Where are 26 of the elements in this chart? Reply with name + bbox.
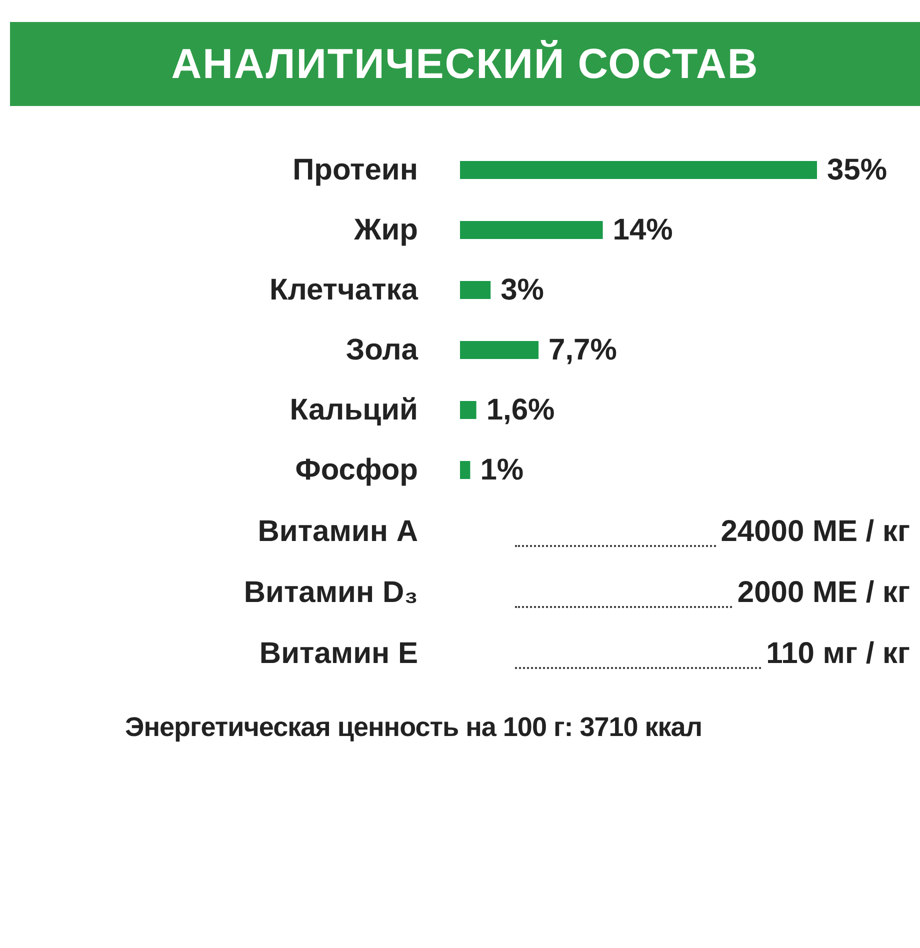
bar [460, 221, 603, 239]
data-label: 14% [612, 214, 673, 246]
data-label: 3% [500, 274, 544, 306]
bar [460, 161, 817, 179]
chart-title: АНАЛИТИЧЕСКИЙ СОСТАВ [10, 22, 920, 106]
y-tick-label: Зола [346, 334, 418, 366]
bar [460, 401, 476, 419]
text: Витамин D₃ [244, 576, 418, 610]
bar [460, 461, 470, 479]
y-tick-label: Клетчатка [270, 274, 418, 306]
y-tick-label: Протеин [292, 154, 418, 186]
bar [460, 281, 491, 299]
text: 2000 МЕ / кг [737, 576, 910, 610]
text: 24000 МЕ / кг [720, 515, 910, 549]
text: Витамин E [259, 637, 418, 671]
text: Энергетическая ценность на 100 г: 3710 ккал [125, 712, 702, 743]
data-label: 7,7% [548, 334, 617, 366]
bar [460, 341, 539, 359]
data-label: 1% [480, 454, 524, 486]
text: 110 мг / кг [766, 637, 910, 671]
text: Витамин A [258, 515, 418, 549]
y-tick-label: Кальций [290, 394, 418, 426]
y-tick-label: Фосфор [295, 454, 418, 486]
y-tick-label: Жир [353, 214, 418, 246]
data-label: 35% [827, 154, 888, 186]
data-label: 1,6% [486, 394, 555, 426]
